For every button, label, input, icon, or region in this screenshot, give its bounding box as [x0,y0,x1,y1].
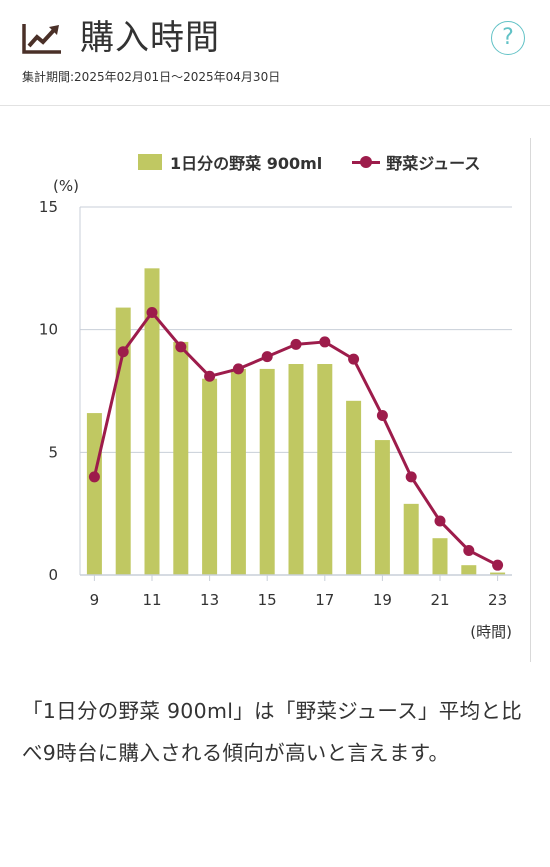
y-tick-label: 0 [48,566,58,584]
bar [86,413,102,575]
y-tick-label: 5 [48,443,58,461]
x-tick-label: 21 [430,591,449,609]
line-point [261,351,273,363]
y-tick-label: 15 [39,198,58,216]
period-label: 集計期間:2025年02月01日～2025年04月30日 [22,70,281,84]
line-point [204,370,216,382]
legend-item-line[interactable]: 野菜ジュース [352,150,480,174]
line-point [117,346,129,358]
purchase-time-chart: 0 5 10 15 (%) 9 11 13 15 17 19 21 23 (時間) [39,177,512,641]
x-tick-label: 19 [373,591,392,609]
line-point [146,306,158,318]
x-axis-label: (時間) [470,623,512,641]
x-tick-label: 23 [488,591,507,609]
line-point [232,363,244,375]
line-point [376,410,388,422]
line-point [405,471,417,483]
bar [230,368,246,575]
x-tick-label: 11 [142,591,161,609]
bar [374,440,390,575]
bar [403,503,419,575]
legend-label-bar: 1日分の野菜 900ml [170,154,323,173]
analysis-comment: 「1日分の野菜 900ml」は「野菜ジュース」平均と比べ9時台に購入される傾向が… [22,699,522,765]
line-point [175,341,187,353]
legend-line-swatch [352,154,381,170]
bar [461,565,477,575]
x-tick-label: 13 [200,591,219,609]
x-tick-label: 15 [258,591,277,609]
bar [288,364,304,575]
bar [202,378,218,575]
chart-container: 1日分の野菜 900ml 野菜ジュース 0 5 10 15 (%) 9 11 13 15 17 19… [20,138,531,662]
x-tick-label: 17 [315,591,334,609]
bar [346,400,362,575]
legend-bar-swatch [138,154,162,170]
bar [144,268,160,575]
chart-legend: 1日分の野菜 900ml 野菜ジュース [138,150,510,174]
line-point [88,471,100,483]
line-point [492,559,504,571]
header: 購入時間 集計期間:2025年02月01日～2025年04月30日 ? [0,0,550,106]
line-point [319,336,331,348]
x-tick-label: 9 [90,591,100,609]
bar [317,364,333,575]
line-point [463,544,475,556]
y-axis-label: (%) [53,177,79,195]
bar [173,341,189,575]
help-button[interactable]: ? [491,21,525,55]
line-point [348,353,360,365]
line-point [434,515,446,527]
bar [259,368,275,575]
line-point [290,338,302,350]
legend-label-line: 野菜ジュース [386,154,481,173]
bar [432,538,448,575]
page-title: 購入時間 [80,18,220,58]
trending-up-icon [22,24,61,54]
y-tick-label: 10 [39,321,58,339]
bar [490,572,506,575]
legend-item-bar[interactable]: 1日分の野菜 900ml [138,150,322,174]
